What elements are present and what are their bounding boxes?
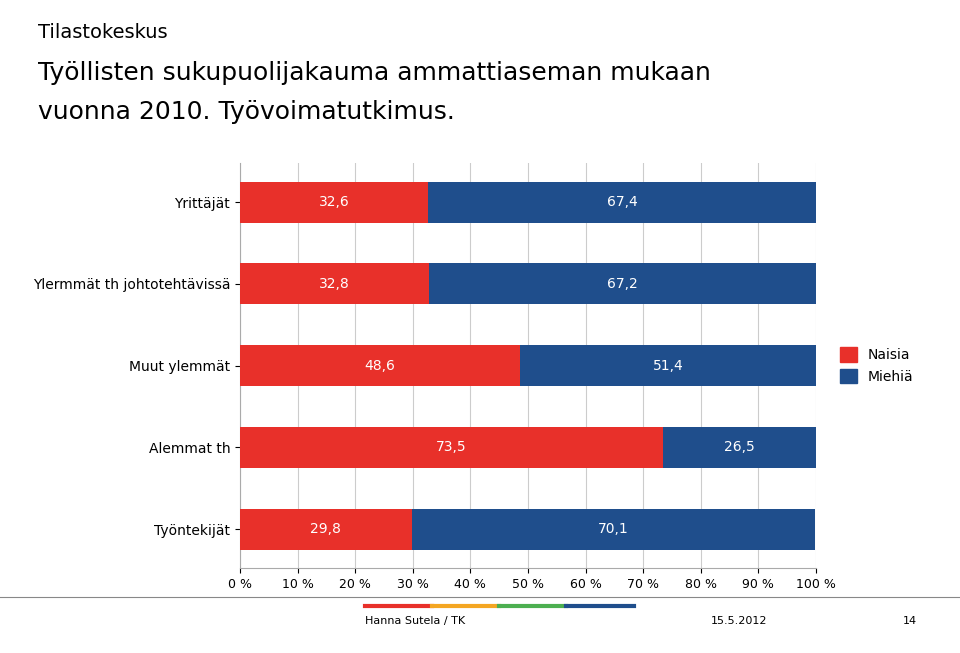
Bar	[240, 345, 520, 386]
Text: 14: 14	[902, 616, 917, 626]
Text: 67,2: 67,2	[607, 277, 637, 291]
Bar	[240, 427, 663, 468]
Bar	[412, 509, 815, 550]
Text: vuonna 2010. Työvoimatutkimus.: vuonna 2010. Työvoimatutkimus.	[38, 100, 455, 124]
Text: 29,8: 29,8	[310, 522, 341, 536]
Legend: Naisia, Miehiä: Naisia, Miehiä	[834, 342, 919, 389]
Text: 73,5: 73,5	[437, 441, 467, 454]
Text: 15.5.2012: 15.5.2012	[710, 616, 767, 626]
Text: 70,1: 70,1	[598, 522, 629, 536]
Text: 32,8: 32,8	[319, 277, 349, 291]
Bar	[520, 345, 816, 386]
Text: 67,4: 67,4	[607, 195, 637, 209]
Text: 26,5: 26,5	[724, 441, 756, 454]
Bar	[428, 182, 816, 223]
Text: 51,4: 51,4	[653, 358, 684, 373]
Bar	[240, 263, 429, 304]
Bar	[663, 427, 816, 468]
Text: 32,6: 32,6	[319, 195, 349, 209]
Bar	[429, 263, 816, 304]
Text: Tilastokeskus: Tilastokeskus	[38, 23, 168, 42]
Bar	[240, 182, 428, 223]
Text: 48,6: 48,6	[365, 358, 396, 373]
Text: Työllisten sukupuolijakauma ammattiaseman mukaan: Työllisten sukupuolijakauma ammattiasema…	[38, 61, 711, 85]
Bar	[240, 509, 412, 550]
Text: Hanna Sutela / TK: Hanna Sutela / TK	[365, 616, 465, 626]
